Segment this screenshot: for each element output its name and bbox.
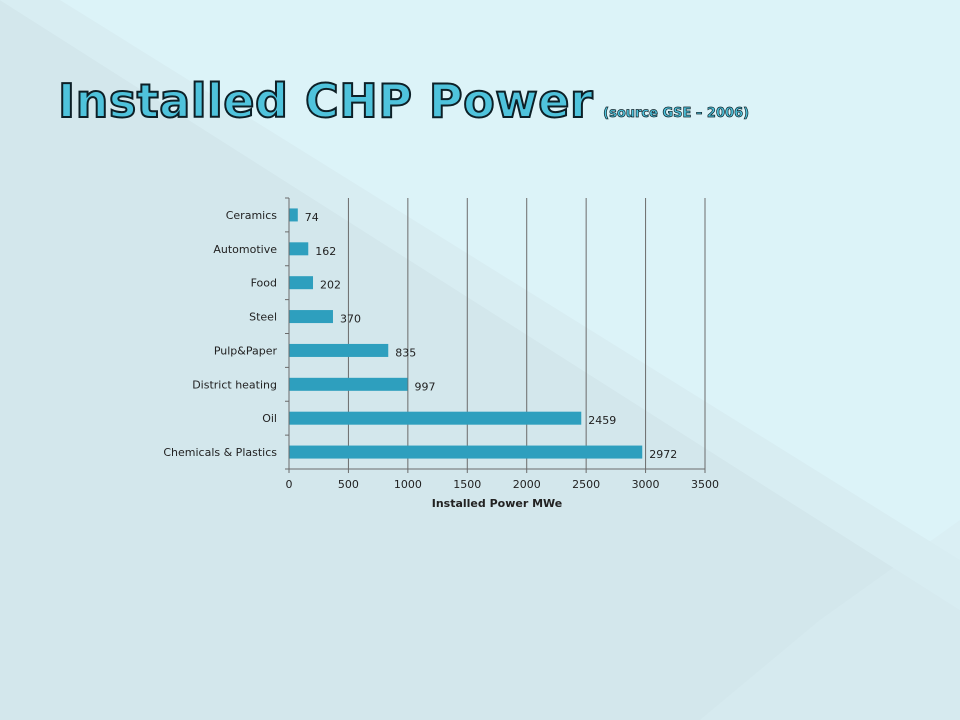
category-label: Pulp&Paper	[214, 344, 278, 357]
bar-ceramics	[289, 208, 298, 222]
value-label: 2459	[588, 414, 616, 427]
bar-chemicals-plastics	[289, 445, 643, 459]
chart-gridlines	[347, 198, 706, 469]
value-label: 997	[415, 380, 436, 393]
value-label: 162	[315, 245, 336, 258]
category-label: District heating	[192, 378, 277, 391]
bar-oil	[289, 411, 582, 425]
bar-steel	[289, 310, 333, 324]
bar-district-heating	[289, 377, 408, 391]
category-label: Ceramics	[226, 209, 278, 222]
category-label: Chemicals & Plastics	[163, 446, 277, 459]
title-source-note: (source GSE – 2006)	[603, 106, 750, 122]
category-label: Automotive	[213, 243, 277, 256]
title-main: Installed CHP Power	[57, 73, 594, 129]
x-tick-label: 1000	[394, 478, 422, 491]
value-label: 2972	[649, 448, 677, 461]
chart-axes	[285, 197, 706, 473]
value-label: 202	[320, 279, 341, 292]
category-label: Steel	[249, 311, 277, 324]
x-tick-label: 0	[286, 478, 293, 491]
value-label: 74	[305, 211, 319, 224]
bar-pulp-paper	[289, 343, 389, 357]
value-label: 370	[340, 313, 361, 326]
x-tick-label: 3500	[691, 478, 719, 491]
category-label: Food	[251, 277, 277, 290]
value-label: 835	[395, 346, 416, 359]
chart-bars	[289, 208, 643, 459]
bar-food	[289, 276, 314, 290]
slide-title: Installed CHP Power (source GSE – 2006)	[57, 73, 750, 129]
x-tick-label: 1500	[453, 478, 481, 491]
x-tick-label: 3000	[632, 478, 660, 491]
category-label: Oil	[262, 412, 277, 425]
x-tick-label: 2500	[572, 478, 600, 491]
chart-labels: 0 500 1000 1500 2000 2500 3000 3500 Ceramics 74 Au…	[163, 209, 719, 491]
x-tick-label: 2000	[513, 478, 541, 491]
bar-automotive	[289, 242, 309, 256]
x-tick-label: 500	[338, 478, 359, 491]
x-axis-title: Installed Power MWe	[432, 497, 563, 510]
